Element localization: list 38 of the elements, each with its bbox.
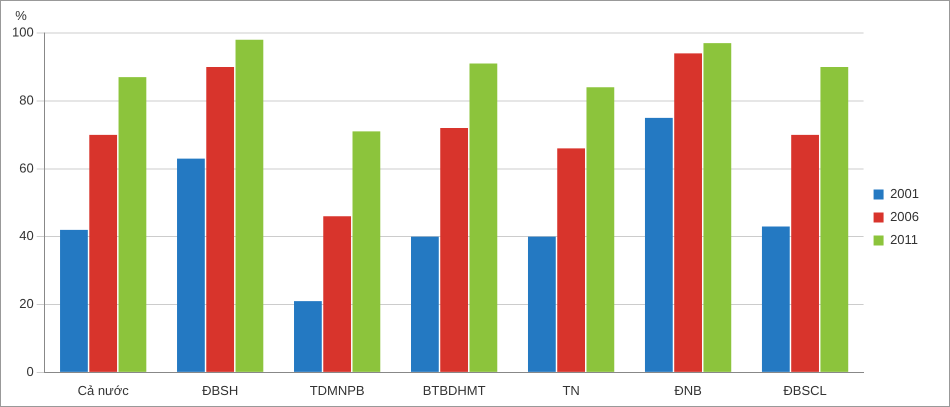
bar xyxy=(674,53,702,372)
y-tick-label: 0 xyxy=(26,364,34,379)
y-tick-label: 20 xyxy=(19,296,34,312)
y-tick-label: 80 xyxy=(19,92,34,108)
bar xyxy=(644,118,673,372)
legend-label: 2006 xyxy=(890,209,919,224)
legend-label: 2011 xyxy=(890,232,918,248)
y-tick-label: 60 xyxy=(19,160,34,176)
bar xyxy=(118,77,146,372)
bar xyxy=(89,134,118,372)
bar xyxy=(703,43,732,372)
x-tick-label: TN xyxy=(562,382,580,398)
bar xyxy=(294,301,322,372)
bar xyxy=(557,148,586,372)
x-tick-label: Cả nước xyxy=(78,382,130,398)
bar xyxy=(469,64,498,372)
bar xyxy=(791,134,819,372)
legend-label: 2001 xyxy=(890,186,919,202)
x-tick-label: ĐBSCL xyxy=(783,382,827,398)
y-tick-label: 100 xyxy=(12,24,34,40)
bar xyxy=(236,40,264,372)
bar xyxy=(410,236,439,372)
x-tick-label: ĐBSH xyxy=(202,382,238,398)
bar xyxy=(352,131,380,372)
bar xyxy=(586,87,614,372)
x-tick-label: BTBDHMT xyxy=(422,382,486,398)
bar xyxy=(440,128,468,372)
x-tick-label: TDMNPB xyxy=(310,382,365,398)
x-tick-label: ĐNB xyxy=(674,382,702,398)
y-axis-title: % xyxy=(15,8,28,24)
bar xyxy=(528,236,556,372)
bar xyxy=(820,66,848,372)
bar xyxy=(177,158,205,372)
y-tick-label: 40 xyxy=(19,228,34,244)
bar xyxy=(762,226,790,372)
bar xyxy=(323,216,352,372)
bar xyxy=(206,66,234,372)
bar xyxy=(60,230,88,372)
